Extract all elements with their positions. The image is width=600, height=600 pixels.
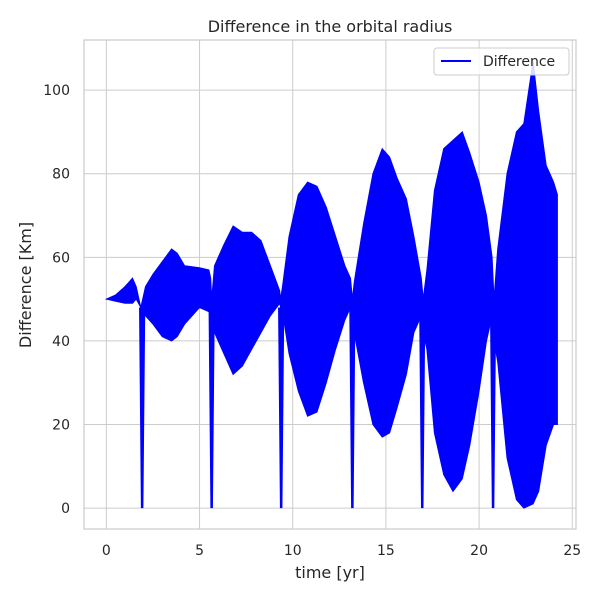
legend-label-difference: Difference [483,54,555,70]
x-tick-label: 5 [195,543,204,559]
x-tick-label: 0 [102,543,111,559]
x-tick-label: 25 [563,543,581,559]
legend-box [433,47,570,76]
chart-title: Difference in the orbital radius [208,17,453,36]
axis-ticks: 0 5 10 15 20 25 0 20 40 60 80 100 [43,83,581,559]
x-axis-label: time [yr] [295,563,365,582]
series-difference-dip [489,307,497,509]
series-difference-dip [349,307,356,509]
x-tick-label: 20 [470,543,488,559]
series-difference-dip [278,307,285,509]
legend: Difference [433,47,570,76]
y-tick-label: 20 [52,418,70,434]
series-difference-band [104,60,558,509]
plot-frame [83,39,577,530]
y-tick-label: 60 [52,250,70,266]
y-tick-label: 0 [61,501,70,517]
series-difference-dip [139,307,146,509]
series-difference-dip [419,307,426,509]
y-tick-label: 100 [43,83,70,99]
y-tick-label: 80 [52,167,70,183]
y-tick-label: 40 [52,334,70,350]
y-axis-label: Difference [Km] [16,222,35,348]
x-tick-label: 15 [377,543,395,559]
x-tick-label: 10 [284,543,302,559]
series-difference-dip [208,307,215,509]
